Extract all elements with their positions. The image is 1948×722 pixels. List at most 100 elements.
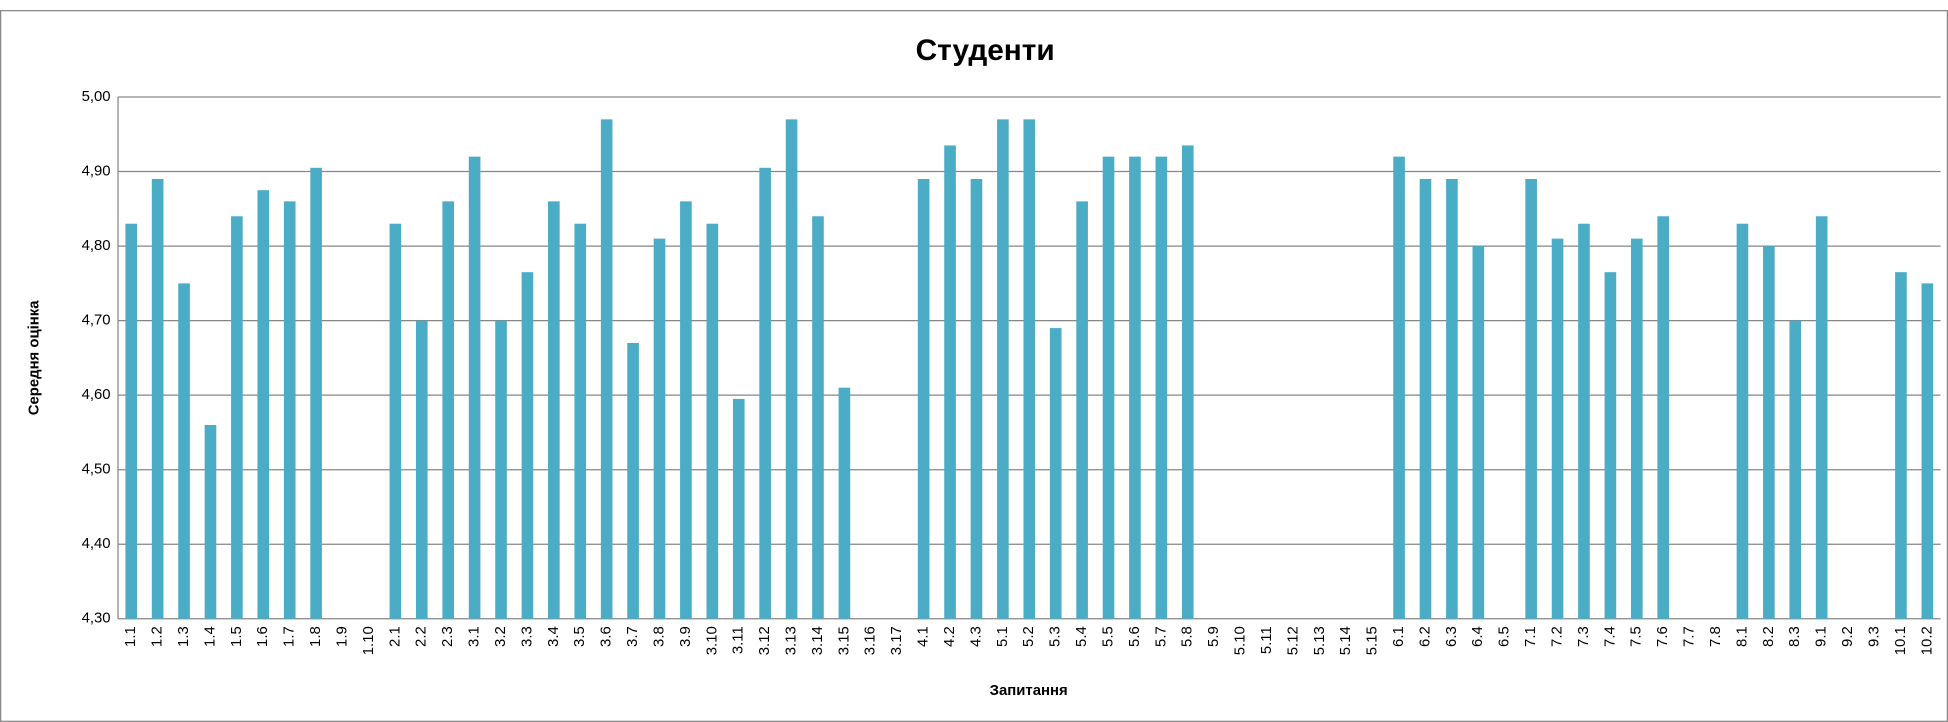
y-tick-label: 4,30 [82,611,111,627]
x-tick-label: 9.2 [1840,626,1856,647]
bar [178,283,190,619]
bar [1472,246,1485,619]
x-tick-label: 3.9 [678,626,694,647]
bar [1023,119,1036,619]
x-tick-label: 3.6 [599,626,615,647]
x-tick-label: 5.4 [1074,626,1090,647]
bar [548,201,560,619]
x-tick-label: 10.1 [1893,626,1909,655]
x-tick-label: 5.10 [1233,626,1249,655]
bar [283,201,296,619]
x-tick-label: 3.14 [810,626,826,655]
bar [1419,178,1432,619]
x-tick-label: 3.4 [546,626,562,647]
x-tick-label: 2.2 [414,626,430,647]
bar [415,320,428,619]
x-tick-label: 3.2 [493,626,509,647]
x-tick-label: 7.8 [1708,626,1724,647]
x-tick-label: 6.5 [1497,626,1513,647]
bar [1525,178,1537,619]
bar [1393,156,1405,619]
x-tick-label: 2.1 [387,626,403,647]
y-tick-label: 4,50 [82,462,111,478]
bar [944,145,956,619]
x-tick-label: 3.17 [889,626,905,655]
bar [1129,156,1141,619]
chart-title: Студенти [916,34,1055,67]
bar [574,223,587,619]
x-tick-label: 3.10 [704,626,720,655]
x-tick-label: 8.3 [1787,626,1803,647]
x-tick-label: 9.3 [1866,626,1882,647]
x-tick-label: 5.5 [1100,626,1116,647]
x-tick-label: 5.15 [1365,626,1381,655]
x-tick-label: 7.2 [1549,626,1565,647]
bar [231,216,243,619]
bar [1076,201,1088,619]
x-tick-label: 4.2 [942,626,958,647]
bar [732,398,745,619]
bar [838,387,851,619]
bar [759,167,771,619]
bar [1181,145,1194,619]
x-tick-label: 6.3 [1444,626,1460,647]
x-tick-label: 8.1 [1734,626,1750,647]
x-tick-label: 9.1 [1814,626,1830,647]
x-tick-label: 1.1 [123,626,139,647]
bar [257,190,270,619]
x-tick-label: 6.2 [1417,626,1433,647]
y-axis-title: Середня оцінка [27,300,43,416]
x-tick-label: 1.9 [334,626,350,647]
x-tick-label: 1.6 [255,626,271,647]
x-tick-label: 1.5 [229,626,245,647]
x-tick-label: 3.5 [572,626,588,647]
bar [1578,223,1590,619]
x-tick-label: 1.10 [361,626,377,655]
bar [1895,272,1907,619]
x-tick-label: 7.6 [1655,626,1671,647]
x-tick-label: 5.6 [1127,626,1143,647]
x-tick-label: 5.13 [1312,626,1328,655]
x-tick-label: 3.15 [836,626,852,655]
x-tick-label: 5.14 [1338,626,1354,655]
bar [310,167,322,619]
x-tick-label: 2.3 [440,626,456,647]
bar [1102,156,1115,619]
bar [1446,178,1458,619]
bar [812,216,824,619]
y-tick-label: 5,00 [82,89,111,105]
bar [1763,246,1775,619]
bar [706,223,719,619]
x-tick-label: 3.3 [519,626,535,647]
x-tick-label: 1.2 [150,626,166,647]
x-tick-label: 1.7 [282,626,298,647]
y-tick-label: 4,60 [82,387,111,403]
bar [917,178,930,619]
y-tick-label: 4,80 [82,238,111,254]
bar [1789,320,1802,619]
bar [970,178,983,619]
bar [125,223,138,619]
x-tick-label: 3.13 [784,626,800,655]
x-tick-label: 7.5 [1629,626,1645,647]
bar [1604,272,1617,619]
bar [1736,223,1749,619]
bar [495,320,507,619]
bar [1155,156,1168,619]
x-tick-label: 3.1 [467,626,483,647]
bar [521,272,534,619]
x-tick-label: 3.11 [731,626,747,654]
bar [151,178,164,619]
x-tick-label: 5.7 [1153,626,1169,647]
x-tick-label: 4.3 [968,626,984,647]
x-tick-label: 10.2 [1919,626,1935,655]
bar [653,238,666,619]
bar [1551,238,1564,619]
x-tick-label: 1.8 [308,626,324,647]
x-tick-label: 5.9 [1206,626,1222,647]
x-tick-label: 7.1 [1523,626,1539,647]
x-tick-label: 5.11 [1259,626,1275,654]
x-tick-label: 5.12 [1285,626,1301,655]
